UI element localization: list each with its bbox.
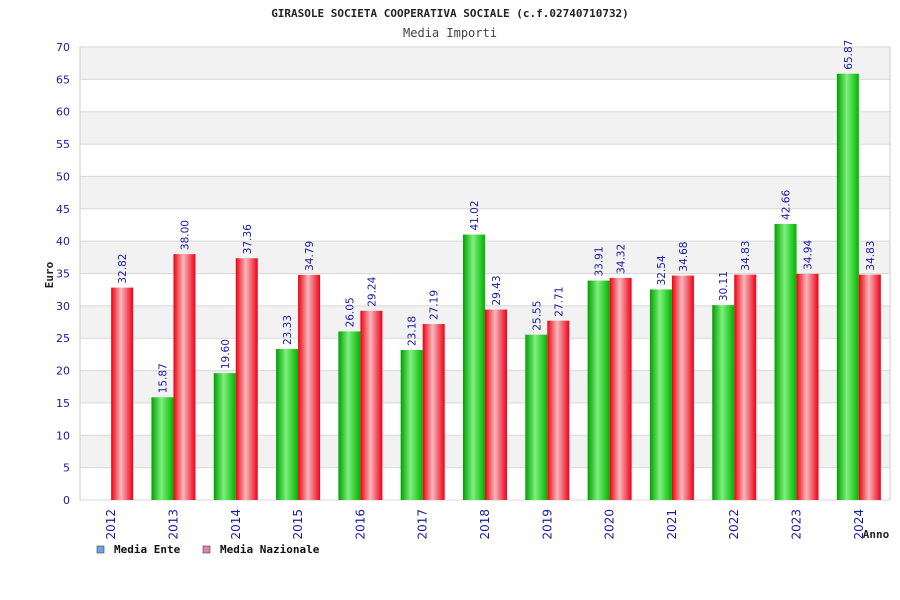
bar-media-nazionale-2022 <box>734 274 757 500</box>
x-tick-label-2024: 2024 <box>852 509 866 540</box>
data-label-media-nazionale-2013: 38.00 <box>179 220 191 250</box>
bar-media-nazionale-2014 <box>235 258 258 500</box>
x-tick-label-2013: 2013 <box>166 509 180 540</box>
bar-media-ente-2020 <box>587 280 610 500</box>
data-label-media-nazionale-2022: 34.83 <box>740 241 752 271</box>
data-label-media-ente-2020: 33.91 <box>594 246 606 276</box>
x-tick-label-2014: 2014 <box>229 509 243 540</box>
legend-swatch-media-ente <box>96 545 105 554</box>
x-axis-ticks: 2012 2013 2014 2015 2016 2017 2018 2019 2020 2021… <box>104 509 866 540</box>
data-label-media-ente-2024: 65.87 <box>843 40 855 70</box>
y-tick-label-70: 70 <box>56 41 70 54</box>
bar-media-nazionale-2023 <box>796 273 819 500</box>
data-label-media-ente-2017: 23.18 <box>407 316 419 346</box>
bar-media-ente-2017 <box>400 349 423 500</box>
bar-media-nazionale-2024 <box>858 274 881 500</box>
x-tick-label-2016: 2016 <box>353 509 367 540</box>
bar-media-ente-2024 <box>836 73 859 501</box>
y-tick-label-35: 35 <box>56 268 70 281</box>
bar-media-nazionale-2015 <box>298 274 321 500</box>
x-tick-label-2018: 2018 <box>478 509 492 540</box>
chart-subtitle: Media Importi <box>403 26 497 40</box>
grid-band <box>80 47 890 80</box>
data-label-media-ente-2022: 30.11 <box>718 271 730 301</box>
x-tick-label-2020: 2020 <box>603 509 617 540</box>
bar-media-ente-2023 <box>774 223 797 500</box>
bar-media-nazionale-2018 <box>485 309 507 500</box>
y-tick-label-15: 15 <box>56 397 70 410</box>
data-label-media-nazionale-2021: 34.68 <box>678 242 690 272</box>
data-label-media-nazionale-2018: 29.43 <box>491 275 503 305</box>
bar-media-ente-2018 <box>463 234 485 501</box>
chart-title: GIRASOLE SOCIETA COOPERATIVA SOCIALE (c.… <box>271 7 629 20</box>
y-tick-label-60: 60 <box>56 106 70 119</box>
data-label-media-ente-2014: 19.60 <box>220 339 232 369</box>
bars <box>111 73 881 501</box>
data-label-media-nazionale-2020: 34.32 <box>616 244 628 274</box>
y-axis-ticks: 0 5 10 15 20 25 30 35 40 45 50 55 60 65 70 <box>56 41 70 507</box>
data-labels: 32.82 15.87 38.00 19.60 37.36 23.33 34.79 26.05… <box>117 40 877 394</box>
bar-media-nazionale-2016 <box>360 310 383 500</box>
data-label-media-nazionale-2023: 34.94 <box>803 240 815 270</box>
legend: Media Ente Media Nazionale <box>96 543 320 556</box>
data-label-media-nazionale-2014: 37.36 <box>242 224 254 254</box>
data-label-media-ente-2023: 42.66 <box>781 190 793 220</box>
x-tick-label-2019: 2019 <box>540 509 554 540</box>
bar-media-ente-2014 <box>213 373 236 500</box>
data-label-media-ente-2015: 23.33 <box>282 315 294 345</box>
y-tick-label-10: 10 <box>56 429 70 442</box>
grid-band <box>80 111 890 145</box>
legend-swatch-media-nazionale <box>202 545 211 554</box>
data-label-media-ente-2019: 25.55 <box>531 301 543 331</box>
data-label-media-nazionale-2017: 27.19 <box>429 290 441 320</box>
bar-media-nazionale-2020 <box>609 277 632 500</box>
x-tick-label-2015: 2015 <box>291 509 305 540</box>
bar-media-ente-2021 <box>649 289 672 500</box>
y-tick-label-40: 40 <box>56 235 70 248</box>
data-label-media-ente-2018: 41.02 <box>469 200 481 230</box>
x-tick-label-2022: 2022 <box>727 509 741 540</box>
y-tick-label-45: 45 <box>56 203 70 216</box>
bar-media-ente-2019 <box>525 334 548 500</box>
data-label-media-ente-2013: 15.87 <box>157 363 169 393</box>
y-tick-label-65: 65 <box>56 73 70 86</box>
y-tick-label-0: 0 <box>63 494 70 507</box>
y-tick-label-5: 5 <box>63 462 70 475</box>
grid-band <box>80 144 890 177</box>
y-tick-label-25: 25 <box>56 332 70 345</box>
x-tick-label-2023: 2023 <box>790 509 804 540</box>
y-tick-label-20: 20 <box>56 365 70 378</box>
data-label-media-nazionale-2012: 32.82 <box>117 254 129 284</box>
bar-media-nazionale-2017 <box>422 324 445 500</box>
x-tick-label-2021: 2021 <box>665 509 679 540</box>
bar-media-nazionale-2013 <box>173 254 196 500</box>
x-tick-label-2017: 2017 <box>416 509 430 540</box>
bar-media-ente-2015 <box>276 349 299 500</box>
legend-label-media-ente: Media Ente <box>114 543 181 556</box>
data-label-media-ente-2021: 32.54 <box>656 255 668 285</box>
bar-media-nazionale-2012 <box>111 287 134 500</box>
data-label-media-nazionale-2016: 29.24 <box>366 276 378 306</box>
bar-media-nazionale-2019 <box>547 320 570 500</box>
bar-media-ente-2016 <box>338 331 361 500</box>
y-tick-label-30: 30 <box>56 300 70 313</box>
data-label-media-ente-2016: 26.05 <box>344 297 356 327</box>
bar-media-ente-2022 <box>712 305 735 500</box>
data-label-media-nazionale-2019: 27.71 <box>553 287 565 317</box>
bar-media-nazionale-2021 <box>671 275 694 500</box>
x-axis-label: Anno <box>863 528 890 541</box>
y-axis-label: Euro <box>43 261 56 288</box>
grid-band <box>80 176 890 209</box>
y-tick-label-50: 50 <box>56 170 70 183</box>
x-tick-label-2012: 2012 <box>104 509 118 540</box>
y-tick-label-55: 55 <box>56 138 70 151</box>
grid-band <box>80 79 890 112</box>
data-label-media-nazionale-2024: 34.83 <box>865 241 877 271</box>
bar-media-ente-2013 <box>151 397 174 500</box>
legend-label-media-nazionale: Media Nazionale <box>220 543 320 556</box>
data-label-media-nazionale-2015: 34.79 <box>304 241 316 271</box>
